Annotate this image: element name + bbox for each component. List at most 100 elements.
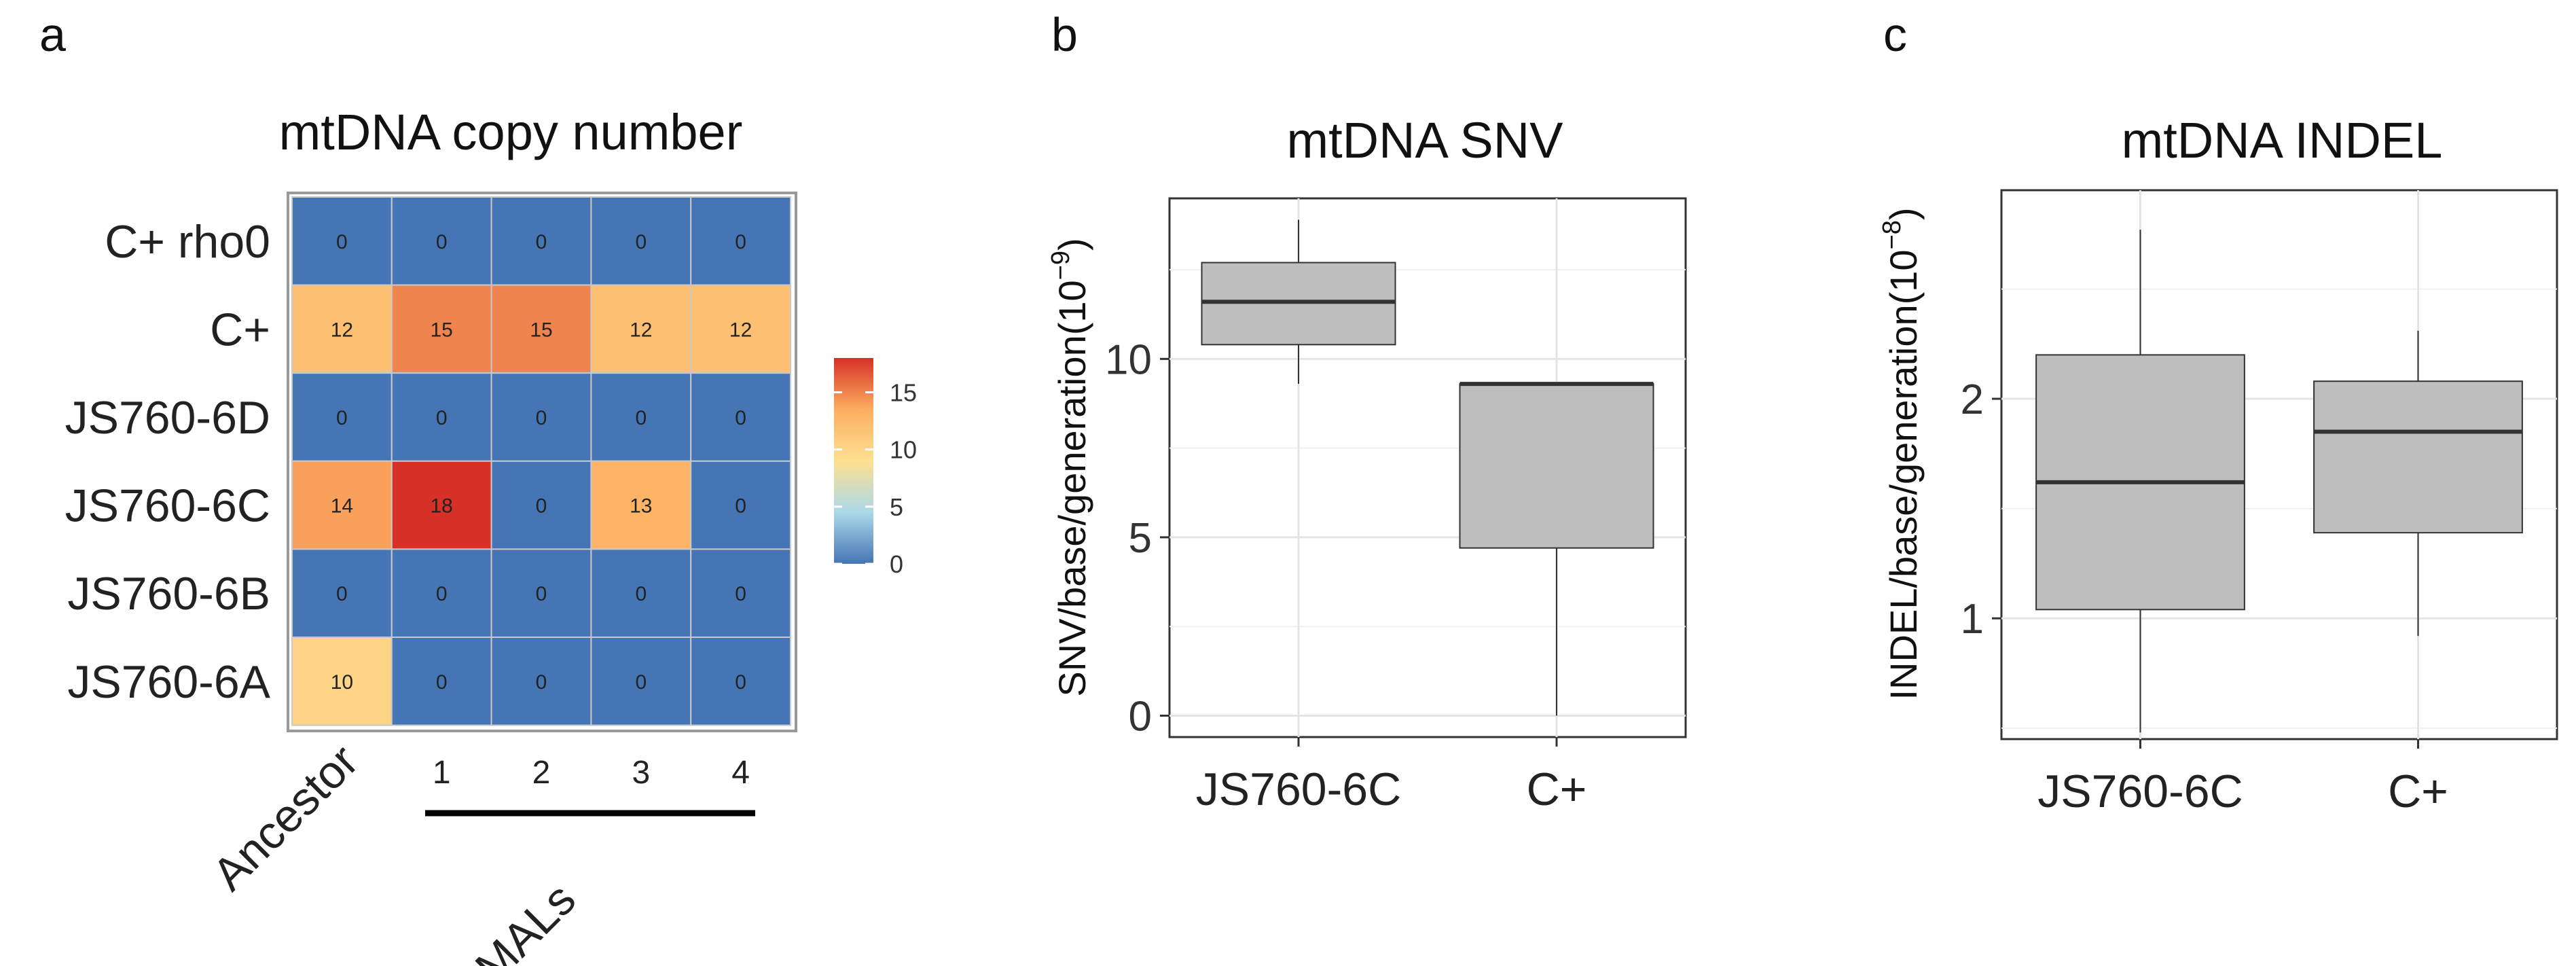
snv-y-axis-label-close: ): [1051, 238, 1093, 251]
heatmap-cell: [391, 548, 492, 639]
heatmap-cell-value: 0: [436, 583, 448, 605]
heatmap-cell-value: 18: [431, 495, 453, 518]
heatmap-cell: [690, 460, 792, 550]
indel-y-ticks: 12: [1961, 376, 2001, 643]
heatmap-row-label-js760-6b: JS760-6B: [67, 568, 270, 620]
heatmap-row-label-js760-6d: JS760-6D: [65, 392, 270, 444]
heatmap-legend-ticks: 0 5 10 15: [834, 379, 917, 578]
indel-boxes: [2035, 230, 2523, 733]
heatmap-row-labels: C+ rho0 C+ JS760-6D JS760-6C JS760-6B JS760-6…: [65, 216, 271, 708]
heatmap-cell-value: 10: [331, 671, 353, 694]
heatmap-panel: mtDNA copy number 0 0 0 0 012 15 15 12 120 0 0 0 014…: [65, 104, 917, 966]
heatmap-cell-value: 0: [336, 231, 348, 253]
x-tick-label-js760-6c: JS760-6C: [1196, 764, 1401, 815]
heatmap-col-label-4: 4: [731, 755, 750, 791]
box-c: [2313, 330, 2523, 637]
heatmap-cell-value: 0: [436, 407, 448, 429]
heatmap-cell-value: 0: [635, 407, 647, 429]
heatmap-cell: [490, 460, 592, 550]
snv-y-axis-label-text: SNV/base/generation(10: [1051, 280, 1093, 696]
y-tick-label: 0: [1129, 693, 1152, 740]
heatmap-cell-value: 0: [735, 407, 746, 429]
heatmap-cell: [291, 548, 393, 639]
snv-boxes: [1201, 219, 1654, 716]
heatmap-cell-value: 0: [536, 583, 547, 605]
snv-boxplot-panel: mtDNA SNV 0 5 10 JS760-6C C+ SNV/base/gener…: [1047, 112, 1687, 815]
box-js760-6c: [2035, 230, 2245, 733]
x-tick-label-c: C+: [1527, 764, 1587, 815]
heatmap-row-label-js760-6a: JS760-6A: [67, 656, 270, 708]
heatmap-cells: 0 0 0 0 0 12 15 15 12 12 0 0 0 0 0 14 18 0 13 0 0 0 0 0 0 10 0 0 0 0: [291, 196, 792, 726]
heatmap-cell-value: 0: [735, 495, 746, 518]
heatmap-cell: [590, 284, 692, 374]
heatmap-cell: [391, 460, 492, 550]
heatmap-cell-value: 15: [431, 319, 453, 341]
snv-y-axis-label-exponent: −9: [1047, 251, 1075, 280]
heatmap-cell: [291, 372, 393, 462]
heatmap-cell-value: 15: [530, 319, 552, 341]
mals-group-label: MALs: [465, 873, 585, 966]
heatmap-row-label-c: C+: [210, 304, 270, 355]
snv-title: mtDNA SNV: [1286, 112, 1563, 168]
heatmap-cell-value: 0: [436, 231, 448, 253]
snv-x-ticks: JS760-6C C+: [1196, 737, 1587, 815]
x-tick-label-js760-6c: JS760-6C: [2037, 766, 2243, 817]
box-body: [1459, 383, 1654, 549]
heatmap-col-label-3: 3: [632, 755, 650, 791]
heatmap-cell: [690, 284, 792, 374]
heatmap-cell: [490, 637, 592, 726]
heatmap-cell-value: 0: [336, 407, 348, 429]
indel-y-axis-label-exponent: −8: [1878, 220, 1906, 249]
heatmap-cell: [590, 637, 692, 726]
heatmap-cell: [391, 372, 492, 462]
y-tick-label: 1: [1961, 596, 1984, 643]
heatmap-cell-value: 0: [735, 671, 746, 694]
heatmap-cell: [490, 372, 592, 462]
heatmap-cell-value: 12: [331, 319, 353, 341]
legend-tick-label: 0: [890, 550, 903, 578]
snv-y-axis-label: SNV/base/generation(10−9): [1047, 238, 1093, 696]
x-tick-label-c: C+: [2388, 766, 2448, 817]
heatmap-col-label-1: 1: [433, 755, 451, 791]
heatmap-cell-value: 0: [536, 407, 547, 429]
heatmap-cell-value: 0: [635, 231, 647, 253]
heatmap-cell-value: 13: [630, 495, 652, 518]
heatmap-cell: [291, 637, 393, 726]
heatmap-cell-value: 0: [735, 231, 746, 253]
heatmap-title: mtDNA copy number: [279, 104, 743, 160]
heatmap-cell: [391, 284, 492, 374]
heatmap-cell: [291, 460, 393, 550]
legend-tick-label: 15: [890, 379, 917, 407]
heatmap-row-label-c-rho0: C+ rho0: [105, 216, 270, 268]
heatmap-cell-value: 12: [729, 319, 752, 341]
heatmap-cell-value: 14: [331, 495, 353, 518]
indel-title: mtDNA INDEL: [2122, 112, 2443, 168]
heatmap-cell-value: 0: [336, 583, 348, 605]
heatmap-col-label-ancestor: Ancestor: [203, 735, 368, 900]
heatmap-cell-value: 0: [536, 231, 547, 253]
indel-boxplot-panel: mtDNA INDEL 12 JS760-6C C+ INDEL/base/gen…: [1878, 112, 2558, 817]
heatmap-cell: [391, 196, 492, 286]
heatmap-cell: [291, 284, 393, 374]
y-tick-label: 5: [1129, 515, 1152, 562]
heatmap-cell-value: 0: [536, 495, 547, 518]
heatmap-col-label-2: 2: [532, 755, 551, 791]
heatmap-cell: [590, 372, 692, 462]
heatmap-cell-value: 0: [536, 671, 547, 694]
heatmap-column-labels: Ancestor 1 2 3 4: [203, 735, 750, 900]
heatmap-cell-value: 0: [735, 583, 746, 605]
heatmap-cell-value: 0: [436, 671, 448, 694]
heatmap-legend-colorbar: [834, 358, 873, 564]
heatmap-cell: [391, 637, 492, 726]
legend-tick-label: 5: [890, 493, 903, 521]
heatmap-cell: [490, 548, 592, 639]
heatmap-cell: [490, 284, 592, 374]
heatmap-cell: [690, 372, 792, 462]
box-c: [1459, 382, 1654, 716]
heatmap-cell-value: 0: [635, 583, 647, 605]
snv-y-ticks: 0 5 10: [1105, 336, 1169, 740]
heatmap-row-label-js760-6c: JS760-6C: [65, 480, 270, 532]
box-body: [2313, 380, 2523, 534]
panel-label-c: c: [1883, 8, 1907, 61]
